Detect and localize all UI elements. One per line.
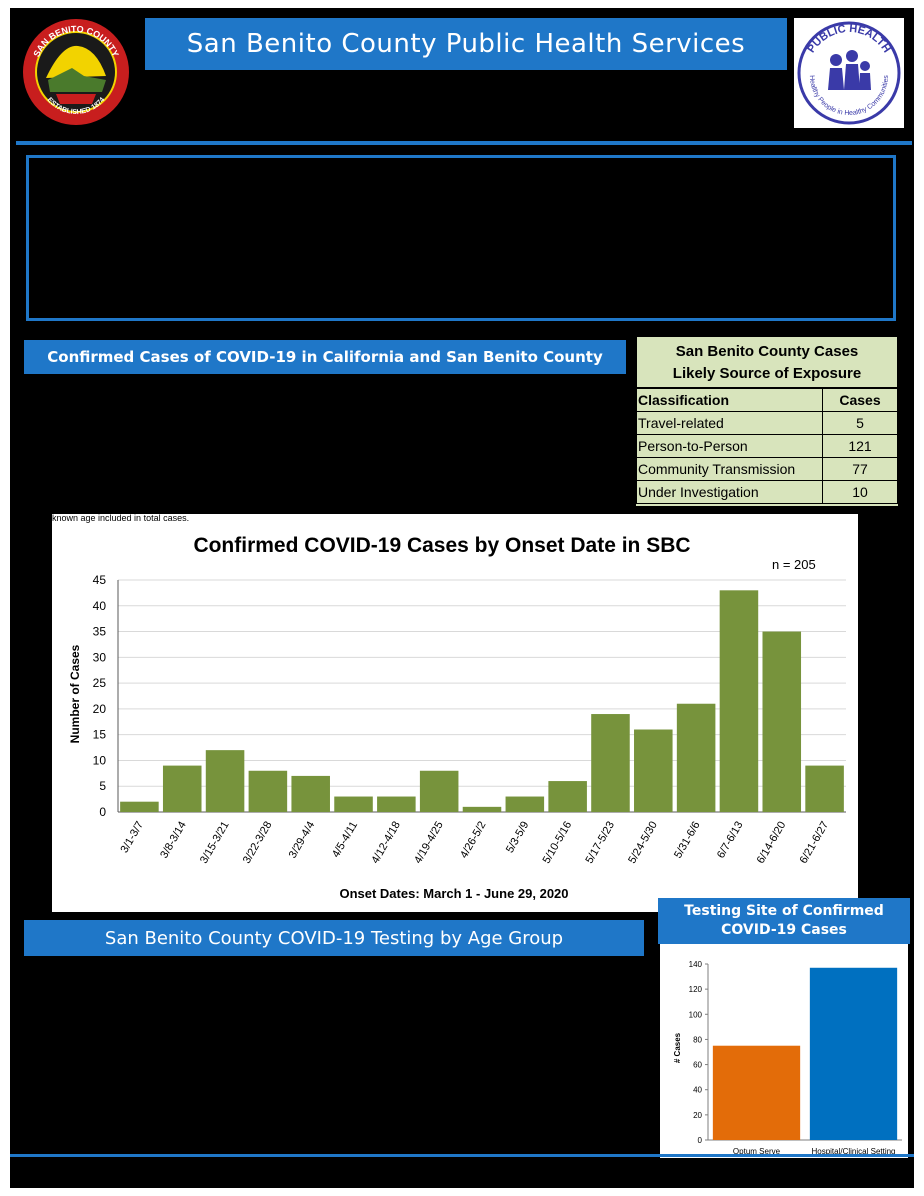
x-tick-label: 6/21-6/27 bbox=[798, 820, 832, 866]
x-tick-label: 4/19-4/25 bbox=[412, 820, 446, 866]
x-tick-label: 6/14-6/20 bbox=[755, 820, 789, 866]
x-tick-label: 3/29-4/4 bbox=[287, 820, 318, 861]
bar-5/10-5/16 bbox=[548, 781, 587, 812]
x-tick-label: 3/1-3/7 bbox=[118, 820, 146, 856]
report-page: SAN BENITO COUNTY ESTABLISHED 1874 San B… bbox=[10, 8, 914, 1188]
y-tick-label: 20 bbox=[93, 702, 107, 716]
bar-4/19-4/25 bbox=[419, 770, 459, 812]
y-tick-label: 40 bbox=[93, 599, 107, 613]
bar-3/29-4/4 bbox=[291, 775, 330, 812]
chart-annotation: n = 205 bbox=[772, 557, 816, 572]
x-tick-label: 4/26-5/2 bbox=[458, 820, 489, 861]
y-tick-label: 35 bbox=[93, 625, 107, 639]
small-y-tick-label: 20 bbox=[693, 1111, 702, 1120]
page-title: San Benito County Public Health Services bbox=[145, 18, 787, 70]
row-value: 77 bbox=[822, 457, 898, 481]
bar-6/21-6/27 bbox=[805, 765, 844, 812]
y-tick-label: 5 bbox=[99, 779, 106, 793]
bar-6/14-6/20 bbox=[762, 631, 802, 812]
testing-section-title: San Benito County COVID-19 Testing by Ag… bbox=[24, 920, 644, 956]
bar-5/31-6/6 bbox=[676, 703, 716, 812]
bar-4/26-5/2 bbox=[462, 806, 502, 812]
y-tick-label: 45 bbox=[93, 573, 107, 587]
onset-chart: Confirmed COVID-19 Cases by Onset Date i… bbox=[68, 534, 846, 901]
x-tick-label: 5/3-5/9 bbox=[504, 820, 532, 856]
x-tick-label: 4/5-4/11 bbox=[330, 820, 360, 860]
bar-3/15-3/21 bbox=[205, 750, 245, 812]
x-tick-label: 3/22-3/28 bbox=[241, 820, 275, 866]
small-y-axis-label: # Cases bbox=[673, 1032, 682, 1063]
x-tick-label: 5/10-5/16 bbox=[541, 820, 575, 866]
x-tick-label: 5/17-5/23 bbox=[583, 820, 617, 866]
header-divider bbox=[16, 141, 912, 145]
x-tick-label: 5/31-6/6 bbox=[672, 820, 703, 861]
bar-3/22-3/28 bbox=[248, 770, 288, 812]
row-value: 5 bbox=[822, 411, 898, 435]
small-x-tick-label: Hospital/Clinical Setting bbox=[811, 1147, 895, 1156]
testing-site-title: Testing Site of Confirmed COVID-19 Cases bbox=[658, 898, 910, 944]
footer-divider bbox=[10, 1154, 914, 1157]
x-tick-label: 5/24-5/30 bbox=[626, 820, 660, 866]
bar-4/12-4/18 bbox=[377, 796, 416, 812]
column-header-cases: Cases bbox=[822, 388, 898, 412]
row-label: Under Investigation bbox=[636, 480, 823, 504]
x-axis-label: Onset Dates: March 1 - June 29, 2020 bbox=[339, 886, 568, 901]
row-label: Community Transmission bbox=[636, 457, 823, 481]
testing-title-line1: Testing Site of Confirmed bbox=[684, 903, 884, 919]
chart-title: Confirmed COVID-19 Cases by Onset Date i… bbox=[193, 534, 690, 557]
x-tick-label: 6/7-6/13 bbox=[715, 820, 746, 861]
small-y-tick-label: 80 bbox=[693, 1035, 702, 1044]
summary-box bbox=[26, 155, 896, 321]
small-y-tick-label: 40 bbox=[693, 1086, 702, 1095]
y-axis-label: Number of Cases bbox=[68, 644, 82, 743]
y-tick-label: 25 bbox=[93, 676, 107, 690]
y-tick-label: 15 bbox=[93, 728, 107, 742]
table-header-row: Classification Cases bbox=[636, 388, 898, 412]
column-header-classification: Classification bbox=[636, 388, 823, 412]
table-row: Person-to-Person 121 bbox=[636, 434, 898, 458]
row-label: Person-to-Person bbox=[636, 434, 823, 458]
small-y-tick-label: 60 bbox=[693, 1061, 702, 1070]
table-row: Under Investigation 10 bbox=[636, 480, 898, 504]
bar-4/5-4/11 bbox=[334, 796, 373, 812]
bar-3/1-3/7 bbox=[120, 801, 159, 812]
bar-5/17-5/23 bbox=[591, 714, 630, 812]
exposure-table-title: San Benito County Cases Likely Source of… bbox=[636, 336, 898, 388]
public-health-logo: PUBLIC HEALTH Healthy People in Healthy … bbox=[794, 18, 904, 128]
small-bar-2 bbox=[809, 967, 898, 1140]
testing-title-line2: COVID-19 Cases bbox=[721, 922, 847, 938]
small-y-tick-label: 120 bbox=[689, 985, 703, 994]
y-tick-label: 0 bbox=[99, 805, 106, 819]
public-health-logo-icon: PUBLIC HEALTH Healthy People in Healthy … bbox=[797, 21, 901, 125]
x-tick-label: 3/15-3/21 bbox=[198, 820, 232, 866]
x-tick-label: 3/8-3/14 bbox=[158, 820, 189, 861]
exposure-title-line2: Likely Source of Exposure bbox=[672, 365, 862, 382]
chart-footnote: known age included in total cases. bbox=[52, 513, 190, 523]
small-y-tick-label: 0 bbox=[698, 1136, 703, 1145]
testing-chart: # Cases 0 20 40 60 80 100 120 140 Optum Serve Ho… bbox=[673, 960, 902, 1156]
row-label: Travel-related bbox=[636, 411, 823, 435]
bar-5/24-5/30 bbox=[634, 729, 673, 812]
y-tick-label: 10 bbox=[93, 753, 107, 767]
row-value: 10 bbox=[822, 480, 898, 504]
row-value: 121 bbox=[822, 434, 898, 458]
onset-chart-panel: Confirmed COVID-19 Cases by Onset Date i… bbox=[52, 514, 858, 912]
small-y-tick-label: 140 bbox=[689, 960, 703, 969]
small-y-tick-label: 100 bbox=[689, 1010, 703, 1019]
cases-section-title: Confirmed Cases of COVID-19 in Californi… bbox=[24, 340, 626, 374]
county-seal-icon: SAN BENITO COUNTY ESTABLISHED 1874 bbox=[23, 19, 129, 125]
bar-6/7-6/13 bbox=[719, 590, 759, 812]
table-row: Community Transmission 77 bbox=[636, 457, 898, 481]
bar-3/8-3/14 bbox=[162, 765, 202, 812]
y-tick-label: 30 bbox=[93, 650, 107, 664]
small-x-tick-label: Optum Serve bbox=[733, 1147, 781, 1156]
exposure-table-grid: Classification Cases Travel-related 5 Pe… bbox=[636, 388, 898, 504]
exposure-title-line1: San Benito County Cases bbox=[675, 343, 859, 360]
table-row: Travel-related 5 bbox=[636, 411, 898, 435]
exposure-table: San Benito County Cases Likely Source of… bbox=[636, 336, 898, 506]
testing-chart-panel: # Cases 0 20 40 60 80 100 120 140 Optum Serve Ho… bbox=[660, 944, 908, 1158]
small-bar-1 bbox=[712, 1045, 801, 1140]
x-tick-label: 4/12-4/18 bbox=[369, 820, 403, 866]
bar-5/3-5/9 bbox=[505, 796, 545, 812]
